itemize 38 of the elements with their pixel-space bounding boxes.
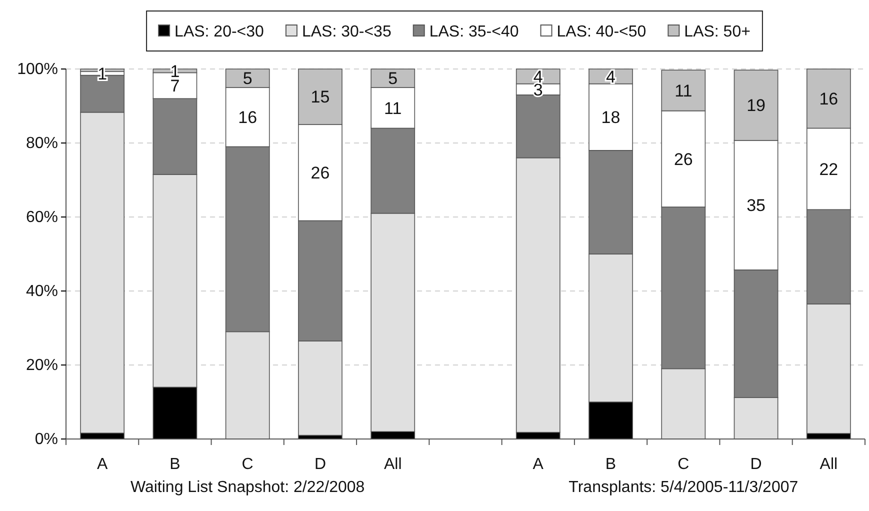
data-label: 7 — [170, 76, 180, 96]
data-label: 22 — [819, 160, 838, 179]
data-label: 16 — [238, 108, 258, 128]
x-tick-label: All — [384, 456, 402, 473]
data-label: 26 — [310, 164, 330, 183]
x-tick-label: C — [678, 456, 690, 473]
data-label: 26 — [674, 150, 693, 169]
y-tick-label: 20% — [26, 357, 58, 374]
text: Waiting List Snapshot: 2/22/2008 — [130, 479, 365, 496]
x-tick-label: C — [242, 456, 254, 473]
legend-label: LAS: 50+ — [684, 24, 750, 41]
data-label: 18 — [601, 108, 620, 128]
x-tick-label: B — [605, 456, 616, 473]
data-label: 16 — [819, 90, 838, 109]
data-label: 11 — [384, 98, 402, 118]
y-tick-label: 100% — [17, 61, 58, 78]
data-label: 19 — [746, 96, 766, 116]
y-tick-label: 60% — [26, 209, 58, 226]
legend-label: LAS: 35-<40 — [429, 24, 519, 41]
data-label: 4 — [606, 67, 616, 86]
data-label: 5 — [242, 69, 252, 88]
legend-label: LAS: 30-<35 — [302, 24, 392, 41]
x-tick-label: A — [532, 456, 544, 473]
x-tick-label: All — [820, 456, 838, 473]
x-tick-label: D — [750, 456, 762, 473]
x-tick-label: D — [314, 456, 326, 473]
data-label: 11 — [674, 81, 692, 100]
data-label: 5 — [388, 69, 398, 88]
text: Transplants: 5/4/2005-11/3/2007 — [568, 479, 798, 496]
y-tick-label: 80% — [26, 135, 58, 152]
x-tick-label: B — [170, 456, 180, 473]
legend-label: LAS: 20-<30 — [174, 24, 264, 41]
data-label: 35 — [746, 196, 766, 216]
y-tick-label: 40% — [26, 283, 58, 300]
legend-label: LAS: 40-<50 — [556, 24, 646, 41]
data-label: 15 — [310, 88, 330, 107]
y-tick-label: 0% — [34, 431, 58, 448]
x-tick-label: A — [96, 456, 108, 473]
